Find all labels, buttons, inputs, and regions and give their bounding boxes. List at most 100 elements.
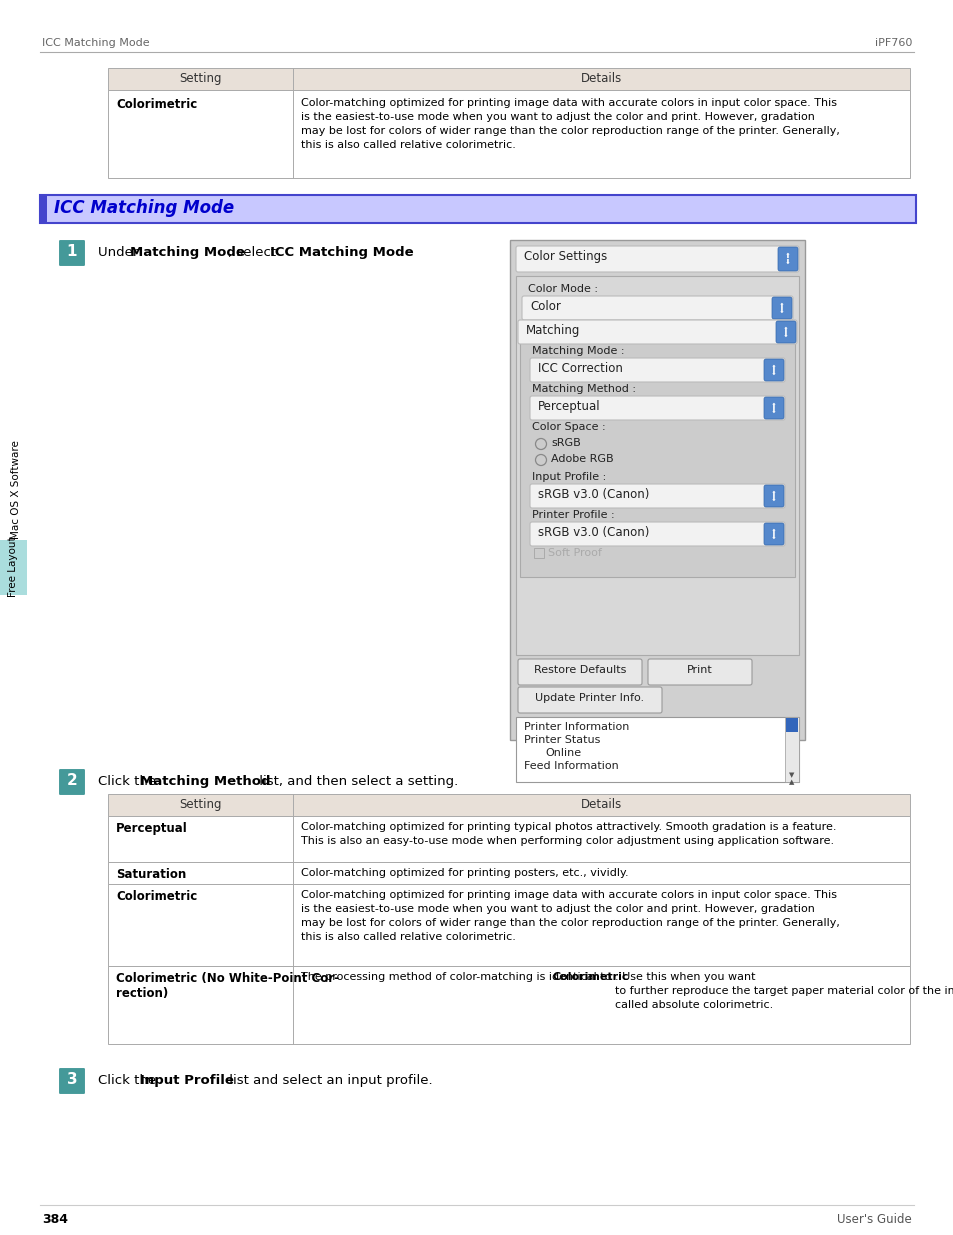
Bar — [785, 718, 797, 732]
Bar — [40, 195, 47, 224]
Text: list, and then select a setting.: list, and then select a setting. — [254, 776, 457, 788]
Text: 2: 2 — [67, 773, 77, 788]
Text: ▲: ▲ — [788, 779, 794, 785]
FancyBboxPatch shape — [530, 358, 784, 382]
Text: Restore Defaults: Restore Defaults — [534, 664, 625, 676]
FancyBboxPatch shape — [517, 659, 641, 685]
Text: Color: Color — [530, 300, 560, 312]
Text: ⬆
⬇: ⬆ ⬇ — [770, 490, 776, 501]
FancyBboxPatch shape — [763, 522, 783, 545]
Text: Colorimetric (No White-Point Cor-
rection): Colorimetric (No White-Point Cor- rectio… — [116, 972, 338, 1000]
FancyBboxPatch shape — [517, 687, 661, 713]
Text: Color Settings: Color Settings — [523, 249, 607, 263]
Text: Color-matching optimized for printing typical photos attractively. Smooth gradat: Color-matching optimized for printing ty… — [301, 823, 836, 846]
Text: Color-matching optimized for printing image data with accurate colors in input c: Color-matching optimized for printing im… — [301, 98, 839, 149]
Text: Printer Profile :: Printer Profile : — [532, 510, 614, 520]
FancyBboxPatch shape — [763, 396, 783, 419]
Text: 3: 3 — [67, 1072, 77, 1087]
FancyBboxPatch shape — [763, 485, 783, 508]
Text: Saturation: Saturation — [116, 868, 186, 881]
Text: Matching Method: Matching Method — [140, 776, 271, 788]
Bar — [40, 195, 915, 224]
FancyBboxPatch shape — [58, 1067, 86, 1095]
Text: ICC Matching Mode: ICC Matching Mode — [270, 246, 414, 259]
Text: Input Profile :: Input Profile : — [532, 472, 605, 482]
Bar — [510, 240, 804, 740]
Text: ICC Correction: ICC Correction — [537, 362, 622, 375]
Text: Mac OS X Software: Mac OS X Software — [11, 441, 21, 540]
Bar — [108, 862, 909, 884]
Text: Matching Mode :: Matching Mode : — [532, 346, 624, 356]
FancyBboxPatch shape — [58, 240, 86, 267]
Text: Matching Method :: Matching Method : — [532, 384, 636, 394]
Bar — [108, 816, 909, 862]
Text: Click the: Click the — [98, 776, 160, 788]
FancyBboxPatch shape — [771, 296, 791, 319]
Bar — [516, 275, 799, 655]
Text: Perceptual: Perceptual — [116, 823, 188, 835]
Text: Printer Status: Printer Status — [523, 735, 599, 745]
Text: Under: Under — [98, 246, 143, 259]
Text: ⬆
⬇: ⬆ ⬇ — [770, 364, 776, 375]
Text: User's Guide: User's Guide — [837, 1213, 911, 1226]
Bar — [108, 794, 909, 816]
Text: Color-matching optimized for printing image data with accurate colors in input c: Color-matching optimized for printing im… — [301, 890, 839, 942]
Text: Update Printer Info.: Update Printer Info. — [535, 693, 644, 703]
Text: .: . — [399, 246, 404, 259]
Bar — [108, 68, 909, 90]
Text: Colorimetric: Colorimetric — [116, 890, 197, 903]
Bar — [516, 718, 799, 782]
Text: Setting: Setting — [179, 798, 221, 811]
Text: The processing method of color-matching is identical to: The processing method of color-matching … — [301, 972, 615, 982]
FancyBboxPatch shape — [530, 522, 784, 546]
Text: ⬆
⬇: ⬆ ⬇ — [770, 529, 776, 540]
Text: Online: Online — [544, 748, 580, 758]
FancyBboxPatch shape — [530, 396, 784, 420]
Text: , select: , select — [228, 246, 280, 259]
Bar — [108, 90, 909, 178]
FancyBboxPatch shape — [763, 359, 783, 382]
Text: ⬆
⬇: ⬆ ⬇ — [784, 253, 790, 264]
Text: . Use this when you want
to further reproduce the target paper material color of: . Use this when you want to further repr… — [615, 972, 953, 1010]
Text: Input Profile: Input Profile — [140, 1074, 233, 1087]
FancyBboxPatch shape — [521, 296, 792, 320]
Text: Perceptual: Perceptual — [537, 400, 600, 412]
Text: ICC Matching Mode: ICC Matching Mode — [42, 38, 150, 48]
Text: Free Layout: Free Layout — [8, 537, 18, 598]
Bar — [519, 322, 794, 577]
Text: sRGB v3.0 (Canon): sRGB v3.0 (Canon) — [537, 488, 649, 501]
Text: sRGB: sRGB — [551, 438, 580, 448]
Text: ▼: ▼ — [788, 772, 794, 778]
FancyBboxPatch shape — [516, 246, 799, 272]
FancyBboxPatch shape — [58, 768, 86, 797]
Bar — [784, 718, 799, 782]
Bar — [108, 966, 909, 1044]
Text: Matching: Matching — [525, 324, 579, 337]
Bar — [534, 548, 543, 558]
Text: iPF760: iPF760 — [874, 38, 911, 48]
Text: Colorimetric: Colorimetric — [553, 972, 629, 982]
Text: Color Mode :: Color Mode : — [527, 284, 598, 294]
Text: Adobe RGB: Adobe RGB — [551, 454, 613, 464]
Text: list and select an input profile.: list and select an input profile. — [225, 1074, 432, 1087]
FancyBboxPatch shape — [778, 247, 797, 270]
Text: 1: 1 — [67, 245, 77, 259]
Text: Details: Details — [580, 798, 621, 811]
Bar — [0, 540, 27, 595]
Text: Color-matching optimized for printing posters, etc., vividly.: Color-matching optimized for printing po… — [301, 868, 628, 878]
Text: Color Space :: Color Space : — [532, 422, 605, 432]
Text: Soft Proof: Soft Proof — [547, 548, 601, 558]
Text: Print: Print — [686, 664, 712, 676]
Text: Matching Mode: Matching Mode — [130, 246, 245, 259]
Text: ⬆
⬇: ⬆ ⬇ — [782, 326, 788, 337]
FancyBboxPatch shape — [647, 659, 751, 685]
Text: 384: 384 — [42, 1213, 68, 1226]
Text: Click the: Click the — [98, 1074, 160, 1087]
Text: Feed Information: Feed Information — [523, 761, 618, 771]
FancyBboxPatch shape — [530, 484, 784, 508]
Bar — [108, 884, 909, 966]
Text: Details: Details — [580, 72, 621, 85]
Text: Printer Information: Printer Information — [523, 722, 629, 732]
Text: sRGB v3.0 (Canon): sRGB v3.0 (Canon) — [537, 526, 649, 538]
FancyBboxPatch shape — [517, 320, 796, 345]
